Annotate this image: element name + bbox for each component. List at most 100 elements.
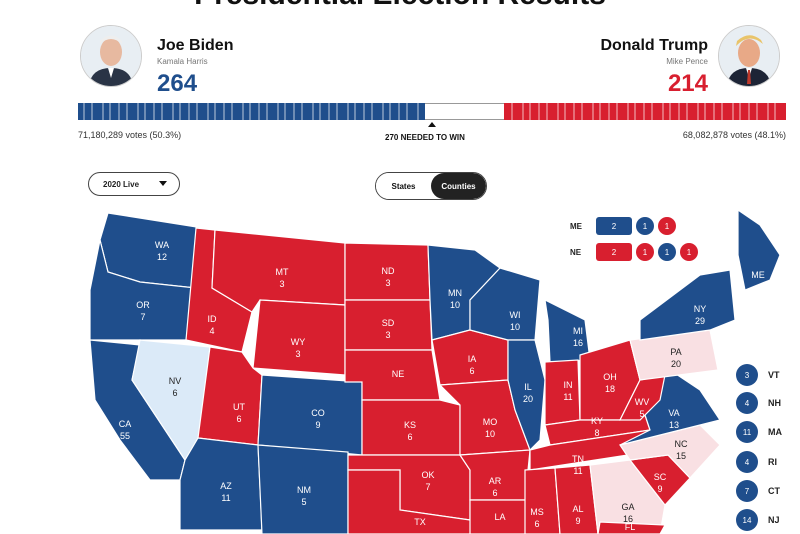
state-label-ms: MS [530, 507, 544, 517]
view-states-button[interactable]: States [376, 173, 431, 199]
small-state-nj[interactable]: 14 NJ [736, 509, 780, 531]
small-state-vt[interactable]: 3 VT [736, 364, 780, 386]
state-ev-wi: 10 [510, 322, 520, 332]
state-label-tx: TX [414, 517, 426, 527]
state-al[interactable] [554, 464, 599, 534]
state-ev-ms: 6 [534, 519, 539, 529]
small-state-ri[interactable]: 4 RI [736, 451, 777, 473]
undecided-bar-segment [425, 103, 504, 120]
view-counties-button[interactable]: Counties [431, 173, 486, 199]
state-nm[interactable] [257, 444, 349, 534]
state-ev-wv: 5 [639, 409, 644, 419]
me-district-1: 1 [636, 217, 654, 235]
state-label-ny: NY [694, 304, 707, 314]
state-ev-in: 11 [563, 392, 572, 402]
state-ms[interactable] [524, 467, 561, 534]
state-ev-mi: 16 [573, 338, 583, 348]
state-label-ga: GA [621, 502, 634, 512]
state-label-oh: OH [603, 372, 617, 382]
ri-ev: 4 [736, 451, 758, 473]
state-wv[interactable] [619, 374, 666, 421]
state-ev-va: 13 [669, 420, 679, 430]
state-ev-ut: 6 [236, 414, 241, 424]
small-state-ma[interactable]: 11 MA [736, 421, 782, 443]
state-ev-co: 9 [315, 420, 320, 430]
nh-label: NH [768, 398, 781, 408]
state-ev-ga: 16 [623, 514, 633, 524]
state-ev-mo: 10 [485, 429, 495, 439]
ri-label: RI [768, 457, 777, 467]
biden-portrait-icon [80, 25, 142, 87]
state-ev-nc: 15 [676, 451, 686, 461]
state-label-ne: NE [392, 369, 405, 379]
rep-running-mate: Mike Pence [666, 57, 708, 66]
state-label-va: VA [668, 408, 679, 418]
ne-district-3: 1 [680, 243, 698, 261]
state-ev-az: 11 [221, 493, 230, 503]
state-ny[interactable] [639, 269, 736, 341]
ct-ev: 7 [736, 480, 758, 502]
rep-candidate-name: Donald Trump [600, 37, 708, 54]
ne-district-2: 1 [658, 243, 676, 261]
year-select[interactable]: 2020 Live [88, 172, 180, 196]
state-co[interactable] [257, 374, 363, 456]
nj-label: NJ [768, 515, 780, 525]
state-label-ar: AR [489, 476, 502, 486]
dem-running-mate: Kamala Harris [157, 57, 208, 66]
view-toggle[interactable]: States Counties [375, 172, 487, 200]
state-label-mn: MN [448, 288, 462, 298]
state-label-mt: MT [276, 267, 289, 277]
state-label-co: CO [311, 408, 325, 418]
state-label-nd: ND [382, 266, 395, 276]
state-ev-sd: 3 [385, 330, 390, 340]
state-ev-wy: 3 [295, 349, 300, 359]
ne-district-split: NE 2 1 1 1 [570, 243, 698, 261]
state-ut[interactable] [197, 346, 263, 446]
state-label-wi: WI [510, 310, 521, 320]
state-ga[interactable] [589, 459, 666, 534]
state-il[interactable] [507, 339, 546, 452]
state-label-ia: IA [468, 354, 477, 364]
state-label-sc: SC [654, 472, 667, 482]
rep-bar-segment [504, 103, 786, 120]
state-ev-ky: 8 [594, 428, 599, 438]
vt-label: VT [768, 370, 780, 380]
state-fl[interactable] [597, 521, 666, 534]
state-ev-ca: 55 [120, 431, 130, 441]
state-ev-mn: 10 [450, 300, 460, 310]
state-mi[interactable] [544, 298, 591, 363]
page-title: Presidential Election Results [0, 0, 800, 12]
me-district-2: 1 [658, 217, 676, 235]
state-me[interactable] [737, 208, 781, 291]
small-state-ct[interactable]: 7 CT [736, 480, 780, 502]
state-ev-wa: 12 [157, 252, 167, 262]
state-ev-id: 4 [209, 326, 214, 336]
nj-ev: 14 [736, 509, 758, 531]
state-label-az: AZ [220, 481, 232, 491]
vt-ev: 3 [736, 364, 758, 386]
state-ev-ok: 7 [425, 482, 430, 492]
state-ev-ar: 6 [492, 488, 497, 498]
state-label-nm: NM [297, 485, 311, 495]
ct-label: CT [768, 486, 780, 496]
electoral-vote-bar [78, 103, 786, 120]
small-state-nh[interactable]: 4 NH [736, 392, 781, 414]
state-ev-al: 9 [575, 516, 580, 526]
state-label-tn: TN [572, 454, 584, 464]
state-label-id: ID [208, 314, 218, 324]
state-ev-pa: 20 [671, 359, 681, 369]
chevron-down-icon [159, 181, 167, 186]
state-label-la: LA [494, 512, 505, 522]
state-ev-sc: 9 [657, 484, 662, 494]
state-label-al: AL [572, 504, 583, 514]
dem-popular-votes: 71,180,289 votes (50.3%) [78, 130, 182, 140]
threshold-marker-icon [428, 122, 436, 127]
state-label-wy: WY [291, 337, 306, 347]
nh-ev: 4 [736, 392, 758, 414]
state-ev-ny: 29 [695, 316, 705, 326]
state-la[interactable] [469, 499, 531, 534]
state-label-nc: NC [675, 439, 688, 449]
ne-label: NE [570, 247, 582, 257]
state-ev-oh: 18 [605, 384, 615, 394]
state-label-ca: CA [119, 419, 132, 429]
